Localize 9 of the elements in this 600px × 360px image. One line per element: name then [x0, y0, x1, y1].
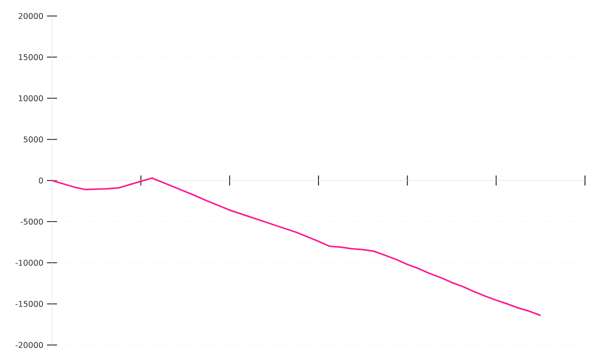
y-tick-label: 5000 — [24, 136, 43, 142]
y-tick-label: 10000 — [18, 95, 43, 102]
y-tick-label: 0 — [38, 177, 43, 184]
y-tick-label: 15000 — [18, 54, 43, 60]
y-tick-label: -20000 — [16, 342, 43, 348]
y-tick-label: -5000 — [20, 218, 43, 225]
y-tick-label: 20000 — [18, 12, 43, 20]
y-tick-label: -10000 — [16, 260, 43, 266]
y-tick-label: -15000 — [16, 300, 43, 307]
